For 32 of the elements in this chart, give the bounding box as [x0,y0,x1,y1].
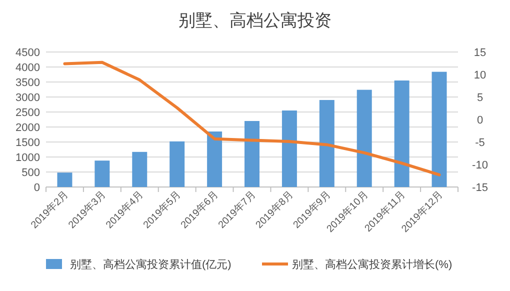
bar [57,172,72,187]
y2-tick-label: -15 [472,182,488,194]
y-tick-label: 3500 [16,77,40,89]
bar [94,160,110,187]
bar [132,152,148,187]
y-tick-label: 1500 [16,137,40,149]
bar [394,80,410,187]
legend-label: 别墅、高档公寓投资累计增长(%) [292,258,452,271]
y-tick-label: 500 [22,167,40,179]
y2-tick-label: 0 [476,114,484,126]
y-tick-label: 0 [34,182,40,194]
y2-tick-label: 15 [474,47,486,59]
y-tick-label: 4000 [16,62,40,74]
bar [170,141,185,187]
y-tick-label: 4500 [16,47,40,59]
bar [282,110,297,187]
y2-tick-label: 5 [476,92,484,104]
y-tick-label: 1000 [16,152,40,164]
y2-tick-label: -5 [475,137,485,149]
bar [244,121,260,187]
line-series [63,60,441,176]
bar [356,90,372,187]
bar [319,100,334,187]
y-tick-label: 2500 [16,107,40,119]
legend-label: 别墅、高档公寓投资累计值(亿元) [70,258,232,271]
bar [432,72,447,187]
y-tick-label: 2000 [16,122,40,134]
y-tick-label: 3000 [16,92,40,104]
y2-tick-label: -10 [472,160,488,172]
y2-tick-label: 10 [474,70,486,82]
bar [207,132,222,187]
chart-title: 别墅、高档公寓投资 [178,11,332,30]
